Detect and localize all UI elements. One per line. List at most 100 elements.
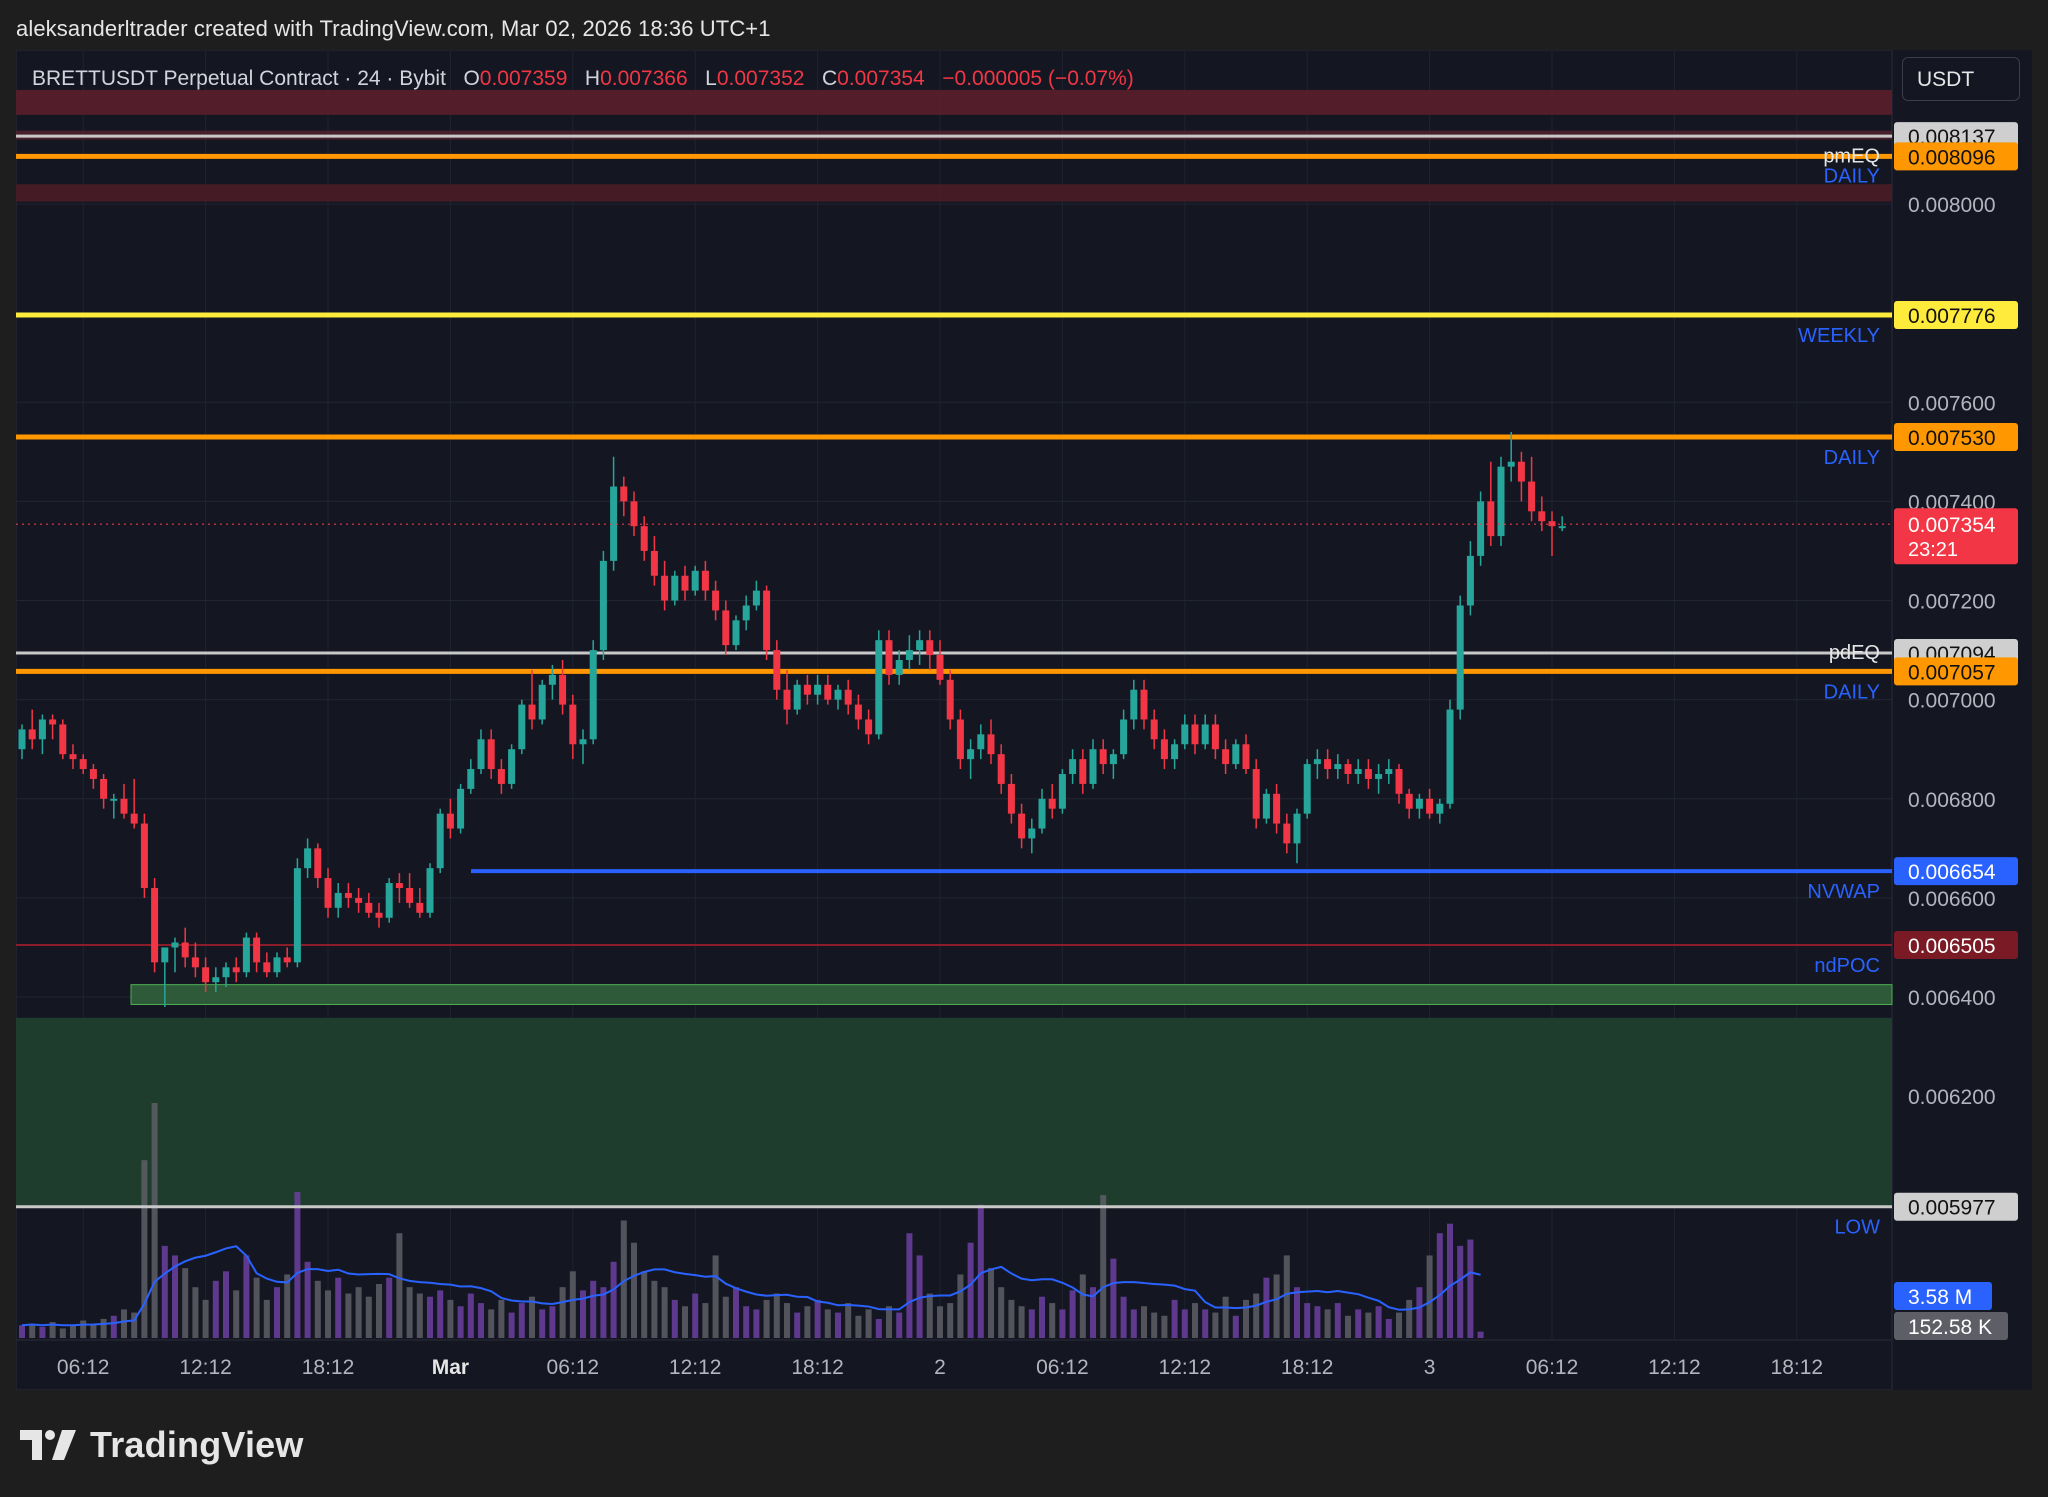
- countdown-label: 23:21: [1908, 539, 1958, 561]
- candle-body: [1150, 719, 1158, 740]
- volume-bar: [39, 1326, 46, 1338]
- candle-body: [181, 942, 189, 958]
- candle-body: [1528, 481, 1536, 512]
- candle-body: [508, 749, 516, 784]
- close-value: 0.007354: [837, 67, 925, 90]
- candle-body: [59, 724, 67, 755]
- candle-body: [701, 570, 709, 591]
- volume-bar: [906, 1233, 913, 1338]
- candle-body: [151, 888, 159, 963]
- volume-bar: [467, 1293, 474, 1338]
- volume-bar: [1304, 1303, 1311, 1338]
- volume-bar: [192, 1287, 199, 1338]
- candle-body: [1069, 759, 1077, 774]
- candle-body: [293, 868, 301, 963]
- volume-bar: [325, 1290, 331, 1338]
- candle-body: [467, 769, 475, 789]
- candle-body: [1538, 511, 1546, 522]
- candle-body: [967, 749, 975, 760]
- candle-body: [1018, 813, 1026, 839]
- volume-bar: [1396, 1312, 1402, 1338]
- volume-bar: [406, 1287, 413, 1338]
- volume-bar: [141, 1160, 148, 1338]
- volume-bar: [223, 1271, 229, 1338]
- tradingview-logo[interactable]: TradingView: [20, 1424, 304, 1466]
- volume-bar: [365, 1296, 372, 1338]
- candle-body: [457, 788, 465, 829]
- candle-body: [263, 962, 271, 973]
- x-tick-label: 06:12: [547, 1356, 600, 1379]
- demand-zone: [16, 1017, 1892, 1207]
- x-tick-label: 12:12: [1648, 1356, 1701, 1379]
- tradingview-logo-icon: [20, 1430, 76, 1460]
- high-value: 0.007366: [600, 67, 688, 90]
- volume-sma-tag: [1894, 1282, 1992, 1310]
- volume-bar: [121, 1309, 127, 1338]
- price-chart[interactable]: 0.0081370.008096pmEQ0.007776WEEKLY0.0075…: [16, 50, 2032, 1390]
- candle-body: [712, 590, 720, 611]
- candle-body: [38, 719, 46, 740]
- volume-bar: [743, 1306, 750, 1338]
- volume-bar: [437, 1290, 444, 1338]
- x-tick-label: 06:12: [57, 1356, 110, 1379]
- close-label: C: [821, 67, 838, 90]
- volume-bar: [1324, 1309, 1331, 1338]
- volume-bar: [100, 1318, 107, 1338]
- level-name: DAILY: [1824, 447, 1880, 469]
- volume-bar: [1202, 1309, 1209, 1338]
- volume-bar: [773, 1293, 780, 1338]
- candle-body: [895, 660, 903, 675]
- volume-bar: [1222, 1296, 1229, 1338]
- y-tick-label: 0.006800: [1908, 789, 1996, 812]
- volume-bar: [590, 1280, 597, 1338]
- candle-body: [1222, 749, 1230, 765]
- volume-bar: [80, 1320, 87, 1338]
- level-price-label: 0.008096: [1908, 146, 1996, 169]
- candle-body: [559, 674, 567, 705]
- volume-bar: [926, 1293, 933, 1338]
- footer-brand: TradingView: [90, 1424, 304, 1465]
- level-price-tag: [1894, 1192, 2018, 1221]
- level-name: NVWAP: [1807, 881, 1880, 903]
- candle-body: [1140, 689, 1148, 720]
- volume-sma-label: 3.58 M: [1908, 1286, 1972, 1309]
- candle-body: [365, 902, 373, 913]
- candle-body: [528, 704, 536, 720]
- candle-body: [446, 813, 454, 829]
- volume-bar: [376, 1284, 382, 1338]
- candle-body: [120, 798, 128, 814]
- volume-bar: [1406, 1299, 1413, 1338]
- volume-bar: [610, 1261, 617, 1338]
- candle-body: [885, 640, 893, 675]
- volume-bar: [712, 1255, 719, 1338]
- candle-body: [1324, 759, 1332, 770]
- candle-body: [814, 684, 822, 695]
- candle-body: [1171, 744, 1179, 760]
- candle-body: [671, 575, 679, 601]
- level-price-tag: [1894, 657, 2018, 686]
- symbol-name[interactable]: BRETTUSDT Perpetual Contract · 24 · Bybi…: [32, 67, 446, 90]
- candle-body: [140, 823, 148, 888]
- candle-body: [406, 888, 414, 903]
- level-price-label: 0.007057: [1908, 661, 1996, 684]
- candle-body: [1446, 709, 1454, 804]
- candle-body: [355, 897, 363, 903]
- candle-body: [1242, 744, 1250, 770]
- candle-body: [1120, 719, 1128, 755]
- candle-body: [1354, 769, 1362, 774]
- chart-caption: aleksanderltrader created with TradingVi…: [16, 16, 771, 41]
- volume-bar: [1283, 1255, 1290, 1338]
- candle-body: [732, 620, 740, 646]
- candle-body: [1344, 764, 1352, 774]
- candle-body: [314, 848, 322, 879]
- volume-bar: [59, 1328, 66, 1338]
- candle-body: [1375, 774, 1383, 779]
- candle-body: [1283, 823, 1291, 844]
- volume-bar: [702, 1303, 709, 1338]
- candle-body: [589, 650, 597, 740]
- currency-button[interactable]: USDT: [1902, 57, 2020, 101]
- candle-body: [599, 560, 607, 651]
- volume-bar: [386, 1277, 393, 1338]
- current-price-label: 0.007354: [1908, 514, 1996, 537]
- candle-body: [1334, 764, 1342, 770]
